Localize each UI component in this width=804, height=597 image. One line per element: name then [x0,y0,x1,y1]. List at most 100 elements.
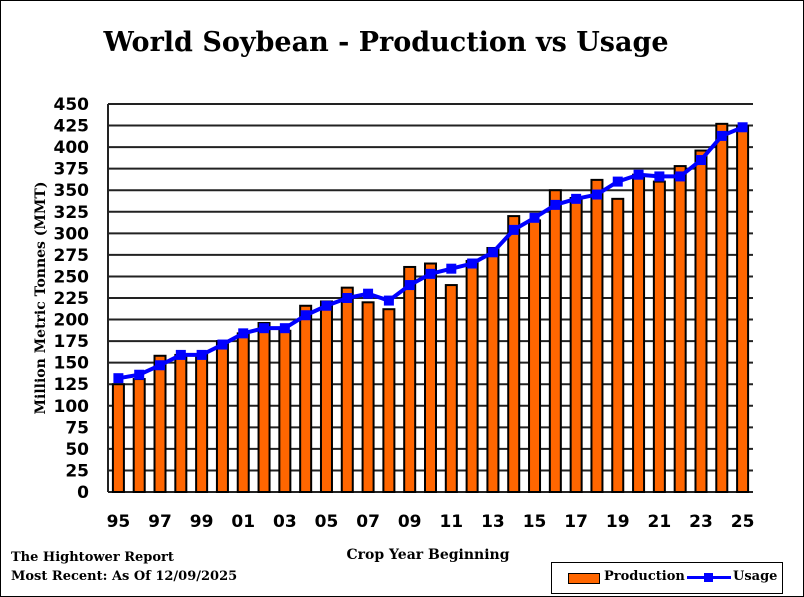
x-axis-label: Crop Year Beginning [346,547,509,563]
production-bar [278,329,292,493]
y-tick-label: 200 [54,311,90,331]
production-bar [444,284,458,494]
x-tick-label: 21 [648,512,672,532]
usage-marker [155,360,166,371]
y-tick-label: 225 [54,289,90,309]
usage-marker [113,373,124,384]
x-tick-label: 07 [356,512,380,532]
y-axis-label: Million Metric Tonnes (MMT) [33,182,49,415]
production-bar [132,378,146,493]
legend: Production Usage [551,562,783,594]
production-bar [257,322,271,494]
legend-usage-label: Usage [733,569,778,584]
x-tick-label: 09 [398,512,422,532]
usage-marker [550,199,561,210]
usage-marker [404,280,415,291]
usage-marker [383,295,394,306]
y-tick-label: 25 [65,461,89,481]
y-tick-label: 0 [77,483,89,503]
legend-production-swatch [568,573,600,584]
y-tick-label: 400 [54,138,90,158]
y-tick-label: 150 [54,354,90,374]
production-bar [569,196,583,494]
usage-marker [279,323,290,334]
usage-marker [238,328,249,339]
usage-marker [612,176,623,187]
usage-marker [342,293,353,303]
production-bar [340,286,354,493]
production-bar [590,178,604,493]
usage-marker [300,310,311,321]
y-tick-label: 50 [65,440,89,460]
production-bar [382,308,396,493]
production-bar [319,300,333,493]
x-tick-label: 19 [606,512,630,532]
legend-production-label: Production [604,569,685,584]
y-tick-label: 375 [54,160,90,180]
production-bar [299,304,313,494]
x-tick-label: 99 [190,512,214,532]
usage-marker [259,323,270,334]
legend-usage-marker [704,573,713,582]
x-tick-label: 13 [481,512,505,532]
x-tick-label: 15 [523,512,547,532]
usage-marker [446,263,457,274]
usage-marker [134,369,145,380]
y-tick-label: 350 [54,181,90,201]
x-tick-label: 23 [689,512,713,532]
usage-marker [425,268,436,279]
y-tick-label: 250 [54,267,90,287]
production-bar [153,354,167,493]
production-bar [195,353,209,493]
usage-marker [591,189,602,200]
usage-marker [321,300,332,311]
usage-marker [529,212,540,223]
usage-marker [508,224,519,235]
production-bar [486,246,500,493]
production-bar [174,353,188,494]
usage-marker [363,288,374,299]
x-tick-label: 25 [731,512,755,532]
production-bar [424,262,437,493]
x-tick-label: 01 [231,512,255,532]
usage-marker [217,339,228,350]
usage-marker [196,349,207,360]
production-bar [236,332,250,493]
y-tick-label: 450 [54,95,90,115]
production-bar [528,219,542,493]
x-tick-label: 17 [564,512,588,532]
usage-marker [675,171,686,182]
y-tick-label: 75 [65,418,89,438]
usage-marker [487,247,498,258]
production-bar [111,383,125,494]
production-bar [465,259,479,493]
production-bar [673,165,687,494]
production-bar [548,189,562,493]
production-bar [507,215,521,493]
production-bar [736,124,750,494]
production-bar [215,340,229,493]
usage-marker [175,349,186,360]
production-bar [715,122,729,493]
x-tick-label: 05 [315,512,339,532]
y-tick-label: 125 [54,375,90,395]
x-tick-label: 97 [148,512,172,532]
usage-marker [716,130,727,141]
usage-marker [571,193,582,204]
y-tick-label: 325 [54,203,90,223]
production-bar [361,301,375,493]
source-label: The Hightower Report [11,550,174,565]
usage-marker [737,122,748,133]
x-tick-label: 03 [273,512,297,532]
y-tick-label: 300 [54,224,90,244]
x-tick-label: 95 [107,512,131,532]
usage-marker [654,171,665,182]
production-bar [611,197,625,493]
production-bar [632,173,646,494]
x-tick-label: 11 [439,512,463,532]
date-label: Most Recent: As Of 12/09/2025 [11,569,238,584]
production-bar [403,265,417,493]
chart-title: World Soybean - Production vs Usage [102,27,668,58]
